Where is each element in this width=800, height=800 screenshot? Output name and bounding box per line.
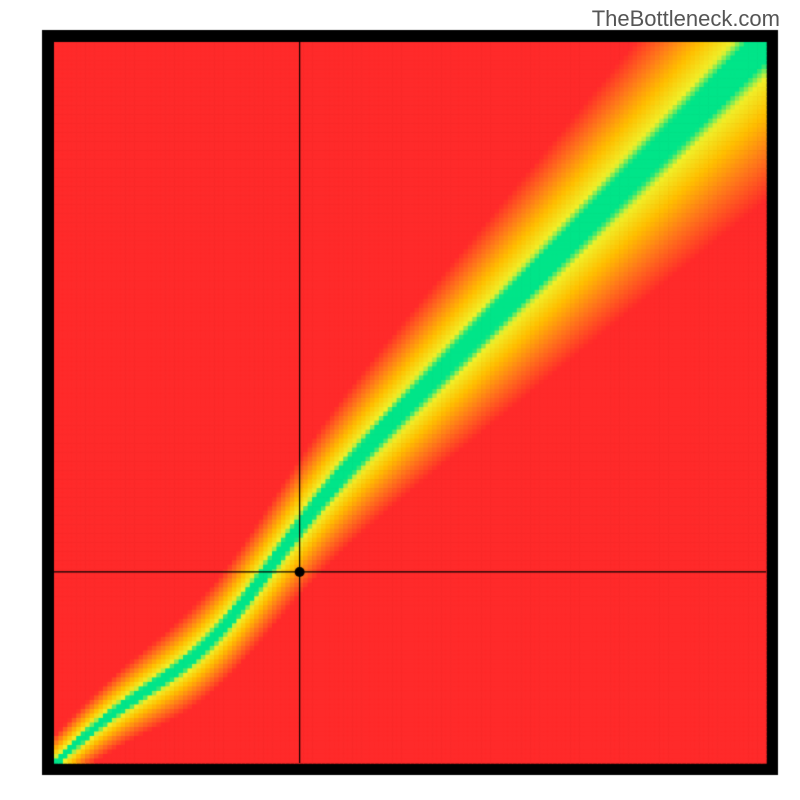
chart-container: TheBottleneck.com <box>0 0 800 800</box>
watermark-text: TheBottleneck.com <box>592 6 780 32</box>
heatmap-canvas <box>0 0 800 800</box>
